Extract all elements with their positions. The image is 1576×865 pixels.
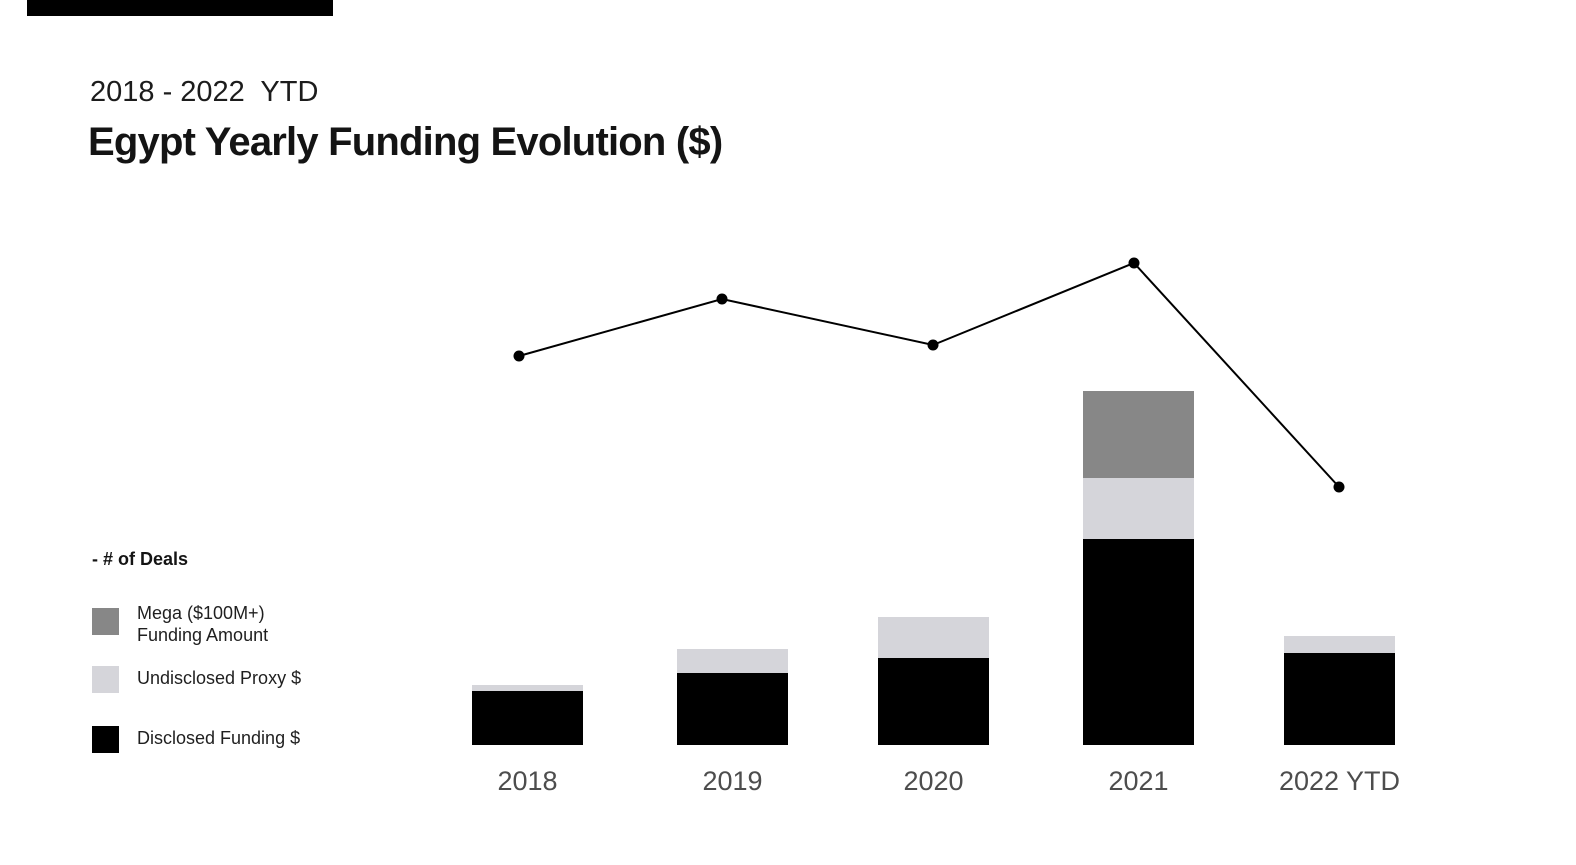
x-axis-label-2018: 2018 [497, 766, 558, 796]
legend-swatch-disclosed [92, 726, 119, 753]
line-point-2020 [927, 339, 939, 351]
line-point-2019 [716, 293, 728, 305]
deals-line [518, 261, 1340, 488]
bar-segment-undisclosed-2020 [878, 617, 989, 658]
chart-subtitle: 2018 - 2022 YTD [90, 76, 319, 108]
x-axis-label-2021: 2021 [1108, 766, 1169, 796]
x-axis-label-2022-ytd: 2022 YTD [1278, 766, 1401, 796]
legend-swatch-undisclosed [92, 666, 119, 693]
line-point-2021 [1128, 257, 1140, 269]
legend-label-mega-line2: Funding Amount [137, 625, 269, 645]
legend-label-mega: Mega ($100M+) Funding Amount [137, 602, 268, 646]
legend-label-mega-line1: Mega ($100M+) [137, 603, 265, 623]
page-title: Egypt Yearly Funding Evolution ($) [88, 120, 723, 164]
x-axis-label-2019: 2019 [702, 766, 763, 796]
line-point-2018 [513, 350, 525, 362]
top-accent-bar [27, 0, 333, 16]
bar-segment-undisclosed-2022-ytd [1284, 636, 1395, 653]
bar-segment-disclosed-2019 [677, 673, 788, 745]
bar-segment-disclosed-2020 [878, 658, 989, 745]
legend-label-disclosed: Disclosed Funding $ [137, 728, 301, 748]
legend-swatch-mega [92, 608, 119, 635]
x-axis-label-2020: 2020 [903, 766, 964, 796]
bar-segment-disclosed-2018 [472, 691, 583, 745]
bar-segment-undisclosed-2021 [1083, 478, 1194, 539]
line-point-2022-ytd [1333, 481, 1345, 493]
legend-deals-label: - # of Deals [92, 549, 189, 569]
bar-segment-mega-2021 [1083, 391, 1194, 478]
bar-segment-undisclosed-2018 [472, 685, 583, 691]
legend-label-undisclosed: Undisclosed Proxy $ [137, 668, 302, 688]
bar-segment-disclosed-2021 [1083, 539, 1194, 745]
bar-segment-disclosed-2022-ytd [1284, 653, 1395, 745]
bar-segment-undisclosed-2019 [677, 649, 788, 673]
